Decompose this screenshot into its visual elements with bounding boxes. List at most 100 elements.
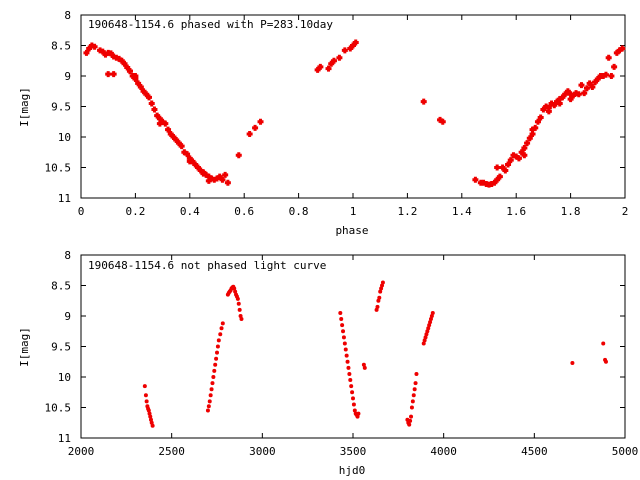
unphased-data-point <box>219 326 224 331</box>
unphased-data-point <box>347 371 352 376</box>
unphased-data-point <box>380 283 385 288</box>
unphased-data-point <box>344 353 349 358</box>
unphased-data-point <box>361 362 366 367</box>
unphased-data-point <box>351 402 356 407</box>
phased-x-tick-label: 1.4 <box>452 205 472 218</box>
unphased-data-point <box>379 286 384 291</box>
unphased-data-point <box>409 414 414 419</box>
unphased-data-point <box>147 411 152 416</box>
phased-data-point <box>222 171 229 178</box>
unphased-data-point <box>233 289 238 294</box>
phased-data-point <box>581 90 588 97</box>
phased-data-point <box>575 91 582 98</box>
unphased-y-tick-label: 10 <box>58 371 71 384</box>
unphased-y-tick-label: 10.5 <box>45 402 72 415</box>
unphased-data-point <box>430 310 435 315</box>
phased-data-point <box>132 73 139 79</box>
phased-data-point <box>567 91 574 98</box>
unphased-data-point <box>422 338 427 343</box>
phased-data-point <box>589 83 596 90</box>
unphased-ticks: 2000 2500 3000 3500 4000 4500 5000 8 8.5 9 9.5 10 10… <box>45 249 639 458</box>
unphased-data-point <box>351 396 355 401</box>
phased-data-point <box>583 85 590 92</box>
unphased-data-point <box>423 335 428 340</box>
phased-data-point <box>151 106 158 113</box>
unphased-data-point <box>340 323 345 328</box>
phased-panel: 0 0.2 0.4 0.6 0.8 1 1.2 1.4 1.6 1.8 2 8 8.5 9 9.5 10 10.… <box>18 9 628 237</box>
unphased-data-point <box>603 359 608 364</box>
phased-x-tick-label: 1.8 <box>561 205 581 218</box>
phased-title: 190648-1154.6 phased with P=283.10day <box>88 18 333 31</box>
unphased-data-point <box>341 329 346 334</box>
unphased-data-point <box>150 423 155 428</box>
phased-x-tick-label: 1.2 <box>397 205 417 218</box>
unphased-x-tick-label: 3000 <box>249 445 276 458</box>
phased-data-point <box>608 73 615 79</box>
phased-data-point <box>529 126 536 133</box>
unphased-data-point <box>424 332 429 337</box>
phased-data-point <box>605 54 612 61</box>
phased-data-point <box>420 98 427 105</box>
phased-data-point <box>537 114 544 121</box>
unphased-data-point <box>210 381 215 386</box>
unphased-data-point <box>207 399 212 404</box>
unphased-y-tick-label: 8.5 <box>51 280 71 293</box>
unphased-data-point <box>339 317 344 322</box>
unphased-x-tick-label: 2500 <box>158 445 185 458</box>
unphased-x-tick-label: 2000 <box>68 445 95 458</box>
unphased-data-point <box>215 350 219 355</box>
phased-x-tick-label: 0.4 <box>180 205 200 218</box>
unphased-data-point <box>427 323 432 328</box>
phased-x-tick-label: 1.6 <box>506 205 526 218</box>
unphased-data-point <box>376 298 381 303</box>
unphased-data-point <box>349 384 354 389</box>
unphased-data-point <box>426 326 431 331</box>
phased-data-point <box>252 124 259 131</box>
unphased-data-point <box>235 296 240 301</box>
unphased-data-point <box>413 381 418 386</box>
phased-x-tick-label: 0.2 <box>125 205 145 218</box>
unphased-data-point <box>148 414 153 419</box>
unphased-data-point <box>215 344 220 349</box>
unphased-data-point <box>410 399 415 404</box>
phased-y-tick-label: 10.5 <box>45 162 72 175</box>
unphased-data-point <box>236 301 241 306</box>
phased-data-point <box>611 63 618 70</box>
unphased-data-point <box>238 314 243 318</box>
unphased-data-point <box>428 320 433 325</box>
unphased-data-point <box>377 295 382 300</box>
phased-y-tick-label: 8 <box>64 9 71 22</box>
phased-x-tick-label: 0.6 <box>234 205 254 218</box>
unphased-title: 190648-1154.6 not phased light curve <box>88 259 326 272</box>
unphased-data-point <box>429 314 434 318</box>
unphased-data-point <box>345 359 350 364</box>
unphased-x-tick-label: 4000 <box>430 445 457 458</box>
phased-data-point <box>219 176 226 183</box>
phased-data-point <box>178 143 185 150</box>
unphased-data-point <box>206 404 211 409</box>
unphased-data-point <box>601 341 606 346</box>
phased-data-point <box>336 54 343 61</box>
unphased-data-point <box>570 360 575 365</box>
phased-data-point <box>330 57 337 64</box>
phased-y-axis-label: I[mag] <box>18 87 31 127</box>
phased-data-point <box>162 120 169 127</box>
unphased-y-axis-label: I[mag] <box>18 327 31 367</box>
phased-data-point <box>521 152 528 159</box>
phased-data-point <box>578 82 585 89</box>
unphased-data-point <box>205 408 210 413</box>
unphased-data-point <box>378 289 383 294</box>
phased-data-point <box>341 47 348 54</box>
unphased-data-point <box>341 335 346 340</box>
phased-data-point <box>205 177 212 184</box>
phased-data-point <box>110 71 117 78</box>
unphased-data-point <box>211 375 216 379</box>
unphased-data-point <box>343 347 348 352</box>
phased-points <box>83 39 626 188</box>
phased-data-point <box>502 167 509 174</box>
phased-data-point <box>146 94 152 101</box>
unphased-data-point <box>414 371 419 376</box>
phased-ticks: 0 0.2 0.4 0.6 0.8 1 1.2 1.4 1.6 1.8 2 8 8.5 9 9.5 10 10.… <box>45 9 629 218</box>
phased-data-point <box>325 65 332 72</box>
